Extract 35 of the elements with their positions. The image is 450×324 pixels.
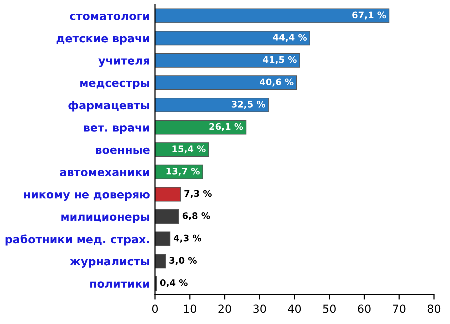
y-tick-label: стоматологи (70, 14, 150, 20)
x-tick-label: 10 (184, 304, 196, 314)
x-tick-label: 60 (358, 304, 371, 314)
y-tick-label: работники мед. страх. (6, 234, 150, 246)
x-tick-label: 80 (428, 304, 441, 314)
y-tick-label: медсестры (80, 80, 150, 90)
data-label: 0,4 % (160, 279, 188, 288)
x-tick-label: 70 (393, 304, 406, 314)
data-label: 15,4 % (172, 146, 206, 154)
data-label: 3,0 % (170, 257, 197, 266)
data-label: 32,5 % (232, 101, 266, 110)
data-label: 7,3 % (184, 190, 212, 198)
x-tick-label: 0 (152, 304, 158, 314)
data-label: 13,7 % (166, 168, 200, 176)
data-label: 41,5 % (263, 56, 297, 64)
y-tick-label: милиционеры (62, 214, 150, 224)
y-tick-label: политики (90, 282, 150, 288)
y-tick-label: военные (96, 148, 150, 154)
y-tick-label: детские врачи (56, 36, 150, 45)
data-label: 40,6 % (260, 78, 294, 87)
y-tick-label: вет. врачи (84, 126, 150, 134)
data-label: 67,1 % (352, 12, 386, 20)
data-label: 26,1 % (210, 123, 244, 132)
x-tick-label: 50 (323, 304, 336, 314)
y-tick-label: фармацевты (68, 101, 150, 112)
data-label: 44,4 % (273, 34, 308, 42)
data-label: 6,8 % (182, 212, 210, 221)
y-tick-label: никому не доверяю (24, 192, 150, 202)
x-tick-label: 40 (288, 304, 302, 314)
y-tick-label: автомеханики (60, 170, 150, 177)
x-tick-label: 30 (254, 304, 266, 314)
y-tick-label: журналисты (70, 259, 150, 268)
data-label: 4,3 % (174, 234, 202, 243)
y-tick-label: учителя (98, 58, 150, 68)
x-tick-label: 20 (218, 304, 232, 314)
